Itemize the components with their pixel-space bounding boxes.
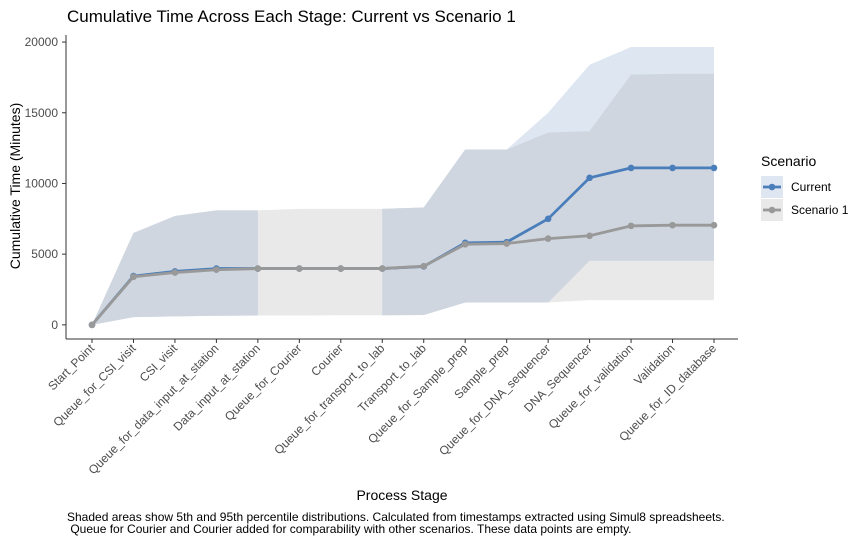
point-current-13 [627,164,635,172]
point-scenario-1-12 [586,232,593,240]
point-scenario-1-4 [254,265,262,272]
band-overlap-0 [92,210,258,325]
point-current-14 [669,164,676,172]
caption-line-2: Queue for Courier and Courier added for … [67,522,632,536]
point-current-12 [586,174,593,182]
legend: Scenario Current Scenario 1 [761,153,849,221]
point-scenario-1-5 [296,265,303,272]
point-scenario-1-3 [213,266,220,274]
plot-area [88,47,718,329]
percentile-bands [92,47,714,325]
y-tick-label-10000: 10000 [25,176,59,190]
point-scenario-1-15 [710,221,718,229]
x-tick-label-queue-for-courier: Queue_for_Courier [222,341,305,424]
point-scenario-1-8 [420,262,428,270]
point-current-15 [710,164,718,172]
y-tick-label-15000: 15000 [25,106,59,120]
legend-label-scenario-1: Scenario 1 [791,203,849,217]
x-tick-label-queue-for-csi-visit: Queue_for_CSI_visit [50,341,139,430]
point-scenario-1-2 [171,269,179,276]
x-tick-label-courier: Courier [308,341,346,379]
point-scenario-1-11 [544,235,552,242]
legend-label-current: Current [791,180,832,194]
point-current-11 [544,215,552,223]
y-tick-label-20000: 20000 [25,35,59,49]
legend-key-point-current [768,183,776,191]
legend-key-point-scenario-1 [768,206,776,214]
point-scenario-1-6 [337,265,345,272]
point-scenario-1-10 [503,240,510,247]
chart-title: Cumulative Time Across Each Stage: Curre… [67,7,516,26]
point-scenario-1-7 [378,265,386,272]
band-overlap-1 [382,73,714,316]
legend-title: Scenario [761,153,816,169]
point-scenario-1-0 [88,321,96,329]
x-axis-title: Process Stage [356,487,447,503]
point-scenario-1-1 [130,273,137,281]
y-tick-label-5000: 5000 [31,247,58,261]
caption-line-1: Shaded areas show 5th and 95th percentil… [67,510,725,524]
point-scenario-1-14 [669,221,676,229]
point-scenario-1-9 [461,240,469,248]
series-line-scenario-1 [90,223,714,326]
x-axis: Start_PointQueue_for_CSI_visitCSI_visitQ… [45,338,738,477]
y-axis: 0 5000 10000 15000 20000 [25,35,67,339]
y-axis-title: Cumulative Time (Minutes) [7,103,23,270]
series-lines [88,164,718,329]
point-scenario-1-13 [627,222,635,230]
y-tick-label-0: 0 [51,318,58,332]
